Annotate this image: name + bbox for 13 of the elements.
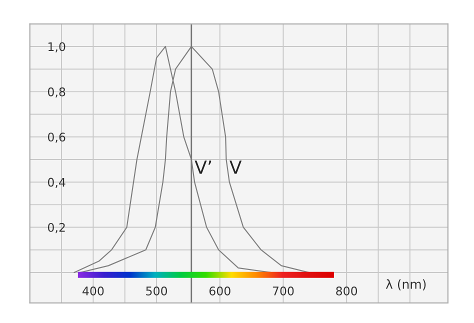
y-tick-label: 0,2 xyxy=(48,223,65,234)
x-tick-label: 700 xyxy=(272,286,294,296)
y-tick-label: 1,0 xyxy=(48,42,66,52)
x-tick-label: 500 xyxy=(146,286,168,296)
y-tick-label: 0,4 xyxy=(48,178,66,188)
x-tick-label: 800 xyxy=(336,286,358,296)
x-axis-title: λ (nm) xyxy=(386,279,426,290)
y-tick-label: 0,6 xyxy=(48,132,66,143)
y-tick-label: 0,8 xyxy=(48,87,66,98)
x-tick-label: 600 xyxy=(209,286,230,296)
annotation: V xyxy=(230,160,242,174)
annotation: V’ xyxy=(194,160,212,174)
x-tick-label: 400 xyxy=(82,286,104,296)
